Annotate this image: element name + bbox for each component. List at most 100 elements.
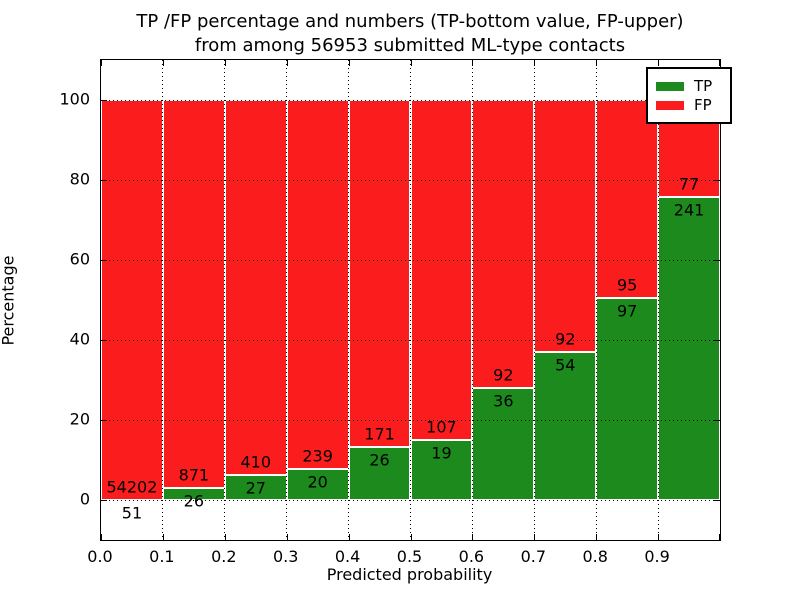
y-tick-label: 20: [69, 409, 90, 429]
y-tick-label: 40: [69, 329, 90, 349]
fp-count-label: 92: [493, 365, 514, 384]
x-tick-mark: [162, 60, 164, 66]
vertical-gridline: [224, 60, 226, 540]
x-tick-mark: [658, 534, 660, 540]
vertical-gridline: [657, 60, 659, 540]
tp-legend-label: TP: [694, 77, 713, 95]
y-tick-mark: [101, 420, 107, 421]
tp-count-label: 51: [121, 503, 143, 523]
tp-count-label: 97: [616, 301, 638, 321]
fp-count-label: 171: [364, 424, 395, 444]
y-tick-mark: [714, 180, 720, 181]
fp-count-label: 871: [178, 465, 210, 485]
fp-bar-segment: [224, 100, 287, 476]
fp-legend-label: FP: [694, 96, 712, 114]
x-tick-mark: [101, 534, 102, 540]
x-tick-mark: [286, 60, 288, 66]
x-tick-mark: [596, 60, 598, 66]
x-tick-mark: [410, 534, 412, 540]
tp-bar-segment: [472, 387, 535, 500]
horizontal-gridline: [101, 339, 720, 341]
y-tick-mark: [101, 100, 107, 101]
tp-count-label: 241: [673, 200, 705, 220]
y-tick-mark: [101, 260, 107, 261]
bars-layer: [101, 60, 720, 540]
x-tick-label: 0.5: [396, 547, 423, 566]
y-tick-mark: [101, 500, 107, 501]
ticks-layer: [101, 60, 720, 540]
x-tick-mark: [286, 534, 288, 540]
vertical-gridline: [410, 60, 411, 540]
legend-row-fp: FP: [656, 97, 722, 113]
x-tick-mark: [162, 534, 164, 540]
x-tick-mark: [719, 60, 720, 66]
x-tick-mark: [719, 534, 720, 540]
fp-count-label: 77: [678, 174, 700, 194]
labels-layer: 54202 51 871 26 410 27 239 20 171 26 107 19 92 36 92 54…: [101, 60, 720, 540]
x-tick-label: 0.3: [272, 547, 299, 566]
horizontal-gridline: [101, 99, 720, 101]
x-tick-mark: [596, 534, 598, 540]
x-tick-label: 0.4: [334, 547, 361, 566]
y-tick-mark: [714, 420, 720, 421]
tp-count-label: 20: [307, 472, 328, 492]
x-tick-label: 0.8: [582, 547, 608, 566]
x-tick-mark: [534, 534, 536, 540]
vertical-gridline: [471, 60, 473, 540]
x-axis-label: Predicted probability: [326, 565, 493, 584]
y-tick-label: 60: [69, 249, 90, 269]
fp-count-label: 92: [555, 329, 576, 349]
y-tick-label: 100: [59, 89, 90, 109]
fp-bar-segment: [101, 100, 163, 500]
y-tick-mark: [101, 340, 107, 341]
x-tick-mark: [410, 60, 412, 66]
horizontal-gridline: [101, 419, 720, 421]
fp-bar-segment: [410, 100, 473, 440]
fp-legend-swatch: [656, 100, 684, 110]
y-tick-mark: [714, 260, 720, 261]
x-tick-mark: [224, 534, 226, 540]
tp-count-label: 36: [493, 391, 514, 410]
x-tick-mark: [472, 534, 474, 540]
vertical-gridline: [286, 60, 288, 540]
y-tick-mark: [101, 180, 107, 181]
tp-count-label: 26: [183, 491, 205, 511]
x-tick-mark: [348, 534, 350, 540]
chart-title: TP /FP percentage and numbers (TP-bottom…: [0, 10, 800, 58]
vertical-gridline: [595, 60, 597, 540]
x-tick-label: 0.7: [520, 547, 547, 566]
plot-area: 54202 51 871 26 410 27 239 20 171 26 107 19 92 36 92 54…: [100, 59, 732, 541]
fp-count-label: 239: [302, 446, 333, 466]
grid-layer: [101, 60, 720, 540]
chart-title-line2: from among 56953 submitted ML-type conta…: [194, 35, 626, 56]
chart-title-line1: TP /FP percentage and numbers (TP-bottom…: [136, 11, 684, 32]
x-tick-label: 0.6: [458, 547, 485, 566]
horizontal-gridline: [101, 259, 720, 261]
x-tick-mark: [101, 60, 102, 66]
vertical-gridline: [533, 60, 535, 540]
x-tick-label: 0.2: [211, 547, 237, 566]
tp-bar-segment: [658, 196, 720, 500]
x-tick-mark: [658, 60, 660, 66]
fp-count-label: 95: [616, 275, 638, 295]
legend: TP FP: [646, 67, 732, 124]
x-tick-label: 0.0: [87, 547, 113, 566]
vertical-gridline: [348, 60, 350, 540]
vertical-gridline: [162, 60, 164, 540]
fp-count-label: 410: [240, 452, 272, 472]
y-tick-label: 80: [69, 169, 90, 189]
y-tick-mark: [714, 500, 720, 501]
y-tick-label: 0: [79, 489, 90, 509]
y-tick-mark: [714, 340, 720, 341]
tp-bar-segment: [286, 469, 349, 500]
tp-legend-swatch: [656, 81, 684, 91]
tp-count-label: 54: [555, 355, 576, 375]
fp-count-label: 107: [426, 417, 457, 437]
x-tick-mark: [348, 60, 350, 66]
legend-row-tp: TP: [656, 78, 722, 94]
x-tick-mark: [224, 60, 226, 66]
tp-count-label: 19: [431, 443, 452, 463]
x-tick-label: 0.1: [149, 547, 175, 566]
tp-bar-segment: [224, 475, 287, 500]
